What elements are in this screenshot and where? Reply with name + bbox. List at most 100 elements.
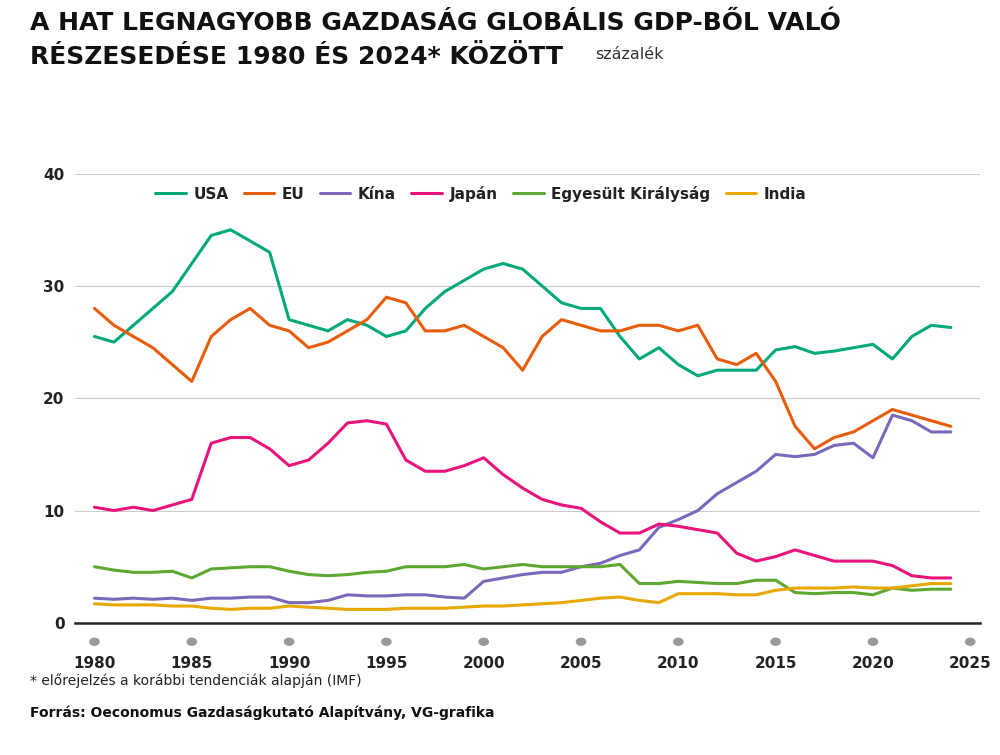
Japán	[244, 433, 256, 442]
India	[536, 599, 548, 609]
EU	[458, 321, 470, 330]
Egyesült Királyság	[517, 560, 529, 569]
USA	[264, 248, 276, 257]
Japán	[867, 556, 879, 565]
USA	[867, 340, 879, 349]
Egyesült Királyság	[400, 562, 412, 572]
USA	[439, 287, 451, 296]
Kína	[556, 568, 568, 577]
USA	[303, 321, 315, 330]
Egyesült Királyság	[341, 570, 353, 579]
Kína	[322, 596, 334, 605]
EU	[731, 360, 743, 369]
India	[147, 600, 159, 609]
USA	[478, 264, 490, 273]
USA	[458, 276, 470, 285]
Japán	[419, 467, 431, 476]
Kína	[244, 593, 256, 602]
Egyesült Királyság	[497, 562, 509, 572]
India	[653, 598, 665, 607]
Japán	[770, 552, 782, 561]
India	[458, 602, 470, 612]
Line: Japán: Japán	[94, 421, 951, 578]
EU	[283, 326, 295, 335]
Egyesült Királyság	[205, 565, 217, 574]
EU	[439, 326, 451, 335]
Japán	[789, 545, 801, 554]
Egyesült Királyság	[225, 563, 237, 572]
USA	[711, 365, 723, 374]
Line: Kína: Kína	[94, 415, 951, 602]
Japán	[283, 461, 295, 470]
India	[789, 584, 801, 593]
Kína	[945, 427, 957, 436]
Kína	[731, 478, 743, 487]
Egyesült Királyság	[692, 578, 704, 587]
India	[361, 605, 373, 614]
Kína	[886, 411, 898, 420]
India	[906, 581, 918, 590]
Kína	[517, 570, 529, 579]
Kína	[750, 467, 762, 476]
India	[594, 593, 606, 602]
Kína	[147, 595, 159, 604]
Kína	[400, 590, 412, 599]
Egyesült Királyság	[439, 562, 451, 572]
Japán	[478, 453, 490, 462]
Kína	[88, 593, 100, 602]
Japán	[828, 556, 840, 565]
India	[303, 602, 315, 612]
EU	[244, 304, 256, 313]
Egyesült Királyság	[536, 562, 548, 572]
India	[672, 589, 684, 598]
USA	[886, 354, 898, 363]
India	[692, 589, 704, 598]
EU	[380, 293, 392, 302]
Japán	[380, 420, 392, 429]
USA	[594, 304, 606, 313]
India	[341, 605, 353, 614]
USA	[731, 365, 743, 374]
Kína	[186, 596, 198, 605]
EU	[847, 427, 859, 436]
India	[478, 602, 490, 611]
USA	[225, 225, 237, 234]
Text: Forrás: Oeconomus Gazdaságkutató Alapítvány, VG-grafika: Forrás: Oeconomus Gazdaságkutató Alapítv…	[30, 706, 494, 720]
India	[711, 589, 723, 598]
Japán	[127, 503, 139, 512]
USA	[556, 298, 568, 307]
USA	[672, 360, 684, 369]
USA	[127, 321, 139, 330]
India	[264, 604, 276, 613]
EU	[672, 326, 684, 335]
India	[945, 579, 957, 588]
Kína	[711, 489, 723, 498]
EU	[400, 298, 412, 307]
USA	[847, 344, 859, 353]
USA	[147, 304, 159, 313]
Japán	[614, 528, 626, 538]
USA	[497, 259, 509, 268]
India	[225, 605, 237, 614]
Kína	[458, 593, 470, 602]
Japán	[400, 455, 412, 464]
Kína	[166, 593, 178, 602]
USA	[536, 282, 548, 291]
Egyesült Királyság	[847, 588, 859, 597]
Kína	[497, 574, 509, 583]
Japán	[225, 433, 237, 442]
India	[497, 602, 509, 611]
EU	[361, 315, 373, 324]
India	[419, 604, 431, 613]
USA	[925, 321, 937, 330]
Kína	[264, 593, 276, 602]
USA	[575, 304, 587, 313]
Japán	[633, 528, 645, 538]
India	[886, 584, 898, 593]
India	[205, 604, 217, 613]
Egyesült Királyság	[361, 568, 373, 577]
Egyesült Királyság	[108, 565, 120, 575]
Egyesült Királyság	[614, 560, 626, 569]
EU	[556, 315, 568, 324]
Kína	[925, 427, 937, 436]
